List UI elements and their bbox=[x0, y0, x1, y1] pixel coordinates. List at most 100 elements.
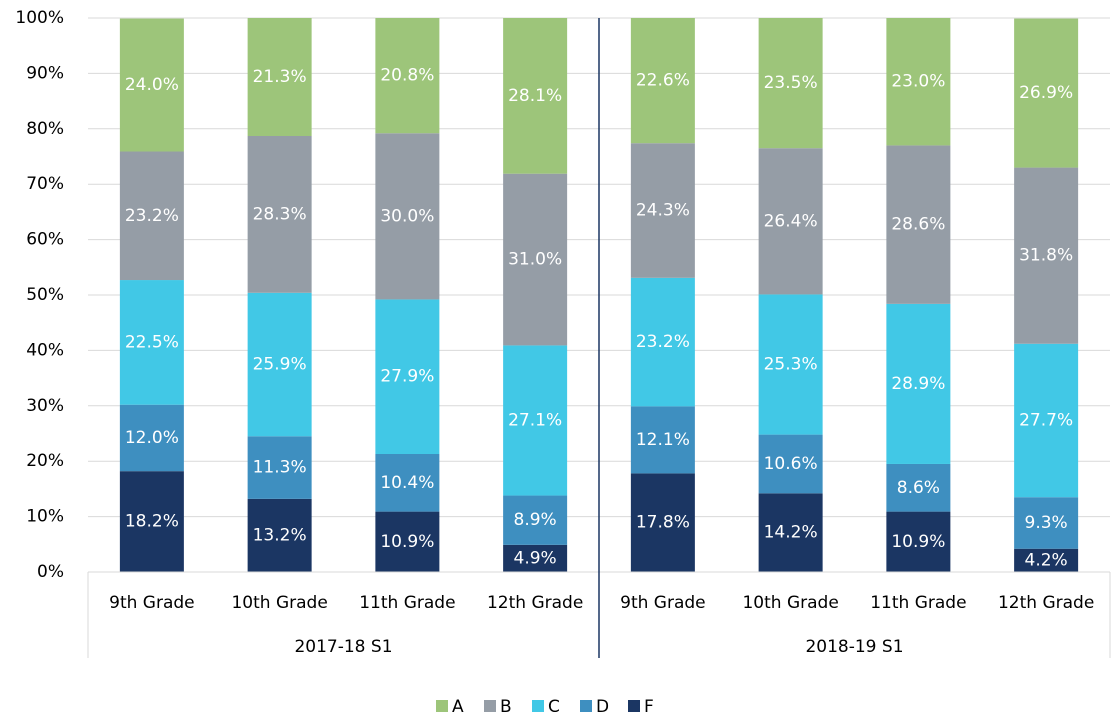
x-tick-label: 11th Grade bbox=[870, 593, 966, 613]
data-label: 25.3% bbox=[764, 355, 818, 375]
data-label: 10.9% bbox=[891, 532, 945, 552]
legend-swatch bbox=[484, 700, 496, 712]
data-label: 30.0% bbox=[380, 206, 434, 226]
data-label: 17.8% bbox=[636, 513, 690, 533]
legend-label: A bbox=[452, 697, 464, 717]
x-tick-label: 9th Grade bbox=[620, 593, 706, 613]
data-label: 12.0% bbox=[125, 428, 179, 448]
bar-segment bbox=[247, 18, 312, 137]
data-label: 28.1% bbox=[508, 86, 562, 106]
legend-label: D bbox=[596, 697, 609, 717]
group-label: 2017-18 S1 bbox=[294, 637, 392, 657]
bar-segment bbox=[247, 136, 312, 293]
bar-segment bbox=[630, 406, 695, 474]
data-label: 10.9% bbox=[380, 532, 434, 552]
bar-segment bbox=[247, 292, 312, 437]
x-tick-label: 10th Grade bbox=[231, 593, 327, 613]
legend-label: B bbox=[500, 697, 512, 717]
data-label: 26.4% bbox=[764, 211, 818, 231]
data-label: 23.0% bbox=[891, 72, 945, 92]
data-label: 23.2% bbox=[125, 206, 179, 226]
bar-segment bbox=[758, 434, 823, 494]
data-label: 31.8% bbox=[1019, 246, 1073, 266]
data-label: 21.3% bbox=[253, 67, 307, 87]
bar-segment bbox=[886, 511, 951, 572]
data-label: 28.9% bbox=[891, 374, 945, 394]
data-label: 13.2% bbox=[253, 525, 307, 545]
y-tick-label: 60% bbox=[26, 230, 64, 250]
legend-swatch bbox=[436, 700, 448, 712]
y-tick-label: 100% bbox=[15, 8, 64, 28]
data-label: 10.4% bbox=[380, 473, 434, 493]
bar-segment bbox=[247, 436, 312, 499]
y-tick-label: 30% bbox=[26, 396, 64, 416]
bar-segment bbox=[886, 18, 951, 146]
bar-segment bbox=[247, 498, 312, 572]
y-tick-label: 70% bbox=[26, 174, 64, 194]
bar-segment bbox=[503, 173, 568, 346]
legend-swatch bbox=[580, 700, 592, 712]
bar-segment bbox=[630, 18, 695, 144]
data-label: 11.3% bbox=[253, 458, 307, 478]
bar-segment bbox=[119, 18, 184, 152]
bar-segment bbox=[119, 404, 184, 472]
legend-swatch bbox=[532, 700, 544, 712]
x-tick-label: 12th Grade bbox=[998, 593, 1094, 613]
bar-segment bbox=[375, 511, 440, 572]
bar-segment bbox=[1014, 18, 1079, 168]
data-label: 25.9% bbox=[253, 355, 307, 375]
x-tick-label: 9th Grade bbox=[109, 593, 195, 613]
bar-segment bbox=[375, 133, 440, 300]
y-tick-label: 40% bbox=[26, 340, 64, 360]
bar-segment bbox=[758, 18, 823, 149]
bar-segment bbox=[119, 471, 184, 572]
data-label: 31.0% bbox=[508, 250, 562, 270]
bar-segment bbox=[758, 493, 823, 572]
data-label: 26.9% bbox=[1019, 83, 1073, 103]
bar-segment bbox=[503, 18, 568, 174]
data-label: 24.3% bbox=[636, 201, 690, 221]
y-tick-label: 20% bbox=[26, 451, 64, 471]
x-tick-label: 12th Grade bbox=[487, 593, 583, 613]
data-label: 23.2% bbox=[636, 332, 690, 352]
bar-segment bbox=[1014, 548, 1079, 572]
y-tick-label: 90% bbox=[26, 63, 64, 83]
data-label: 22.6% bbox=[636, 71, 690, 91]
data-label: 27.1% bbox=[508, 410, 562, 430]
y-tick-label: 80% bbox=[26, 119, 64, 139]
data-label: 24.0% bbox=[125, 75, 179, 95]
x-tick-label: 11th Grade bbox=[359, 593, 455, 613]
data-label: 8.6% bbox=[897, 478, 940, 498]
y-tick-label: 0% bbox=[37, 562, 64, 582]
y-tick-label: 50% bbox=[26, 285, 64, 305]
bar-segment bbox=[886, 145, 951, 304]
group-label: 2018-19 S1 bbox=[805, 637, 903, 657]
data-label: 9.3% bbox=[1025, 513, 1068, 533]
bar-segment bbox=[503, 544, 568, 572]
bar-segment bbox=[119, 151, 184, 281]
bar-segment bbox=[630, 143, 695, 278]
bar-segment bbox=[119, 280, 184, 405]
bar-segment bbox=[503, 495, 568, 545]
data-label: 4.2% bbox=[1025, 550, 1068, 570]
data-label: 12.1% bbox=[636, 430, 690, 450]
data-label: 27.7% bbox=[1019, 410, 1073, 430]
bar-segment bbox=[1014, 497, 1079, 549]
y-tick-label: 10% bbox=[26, 507, 64, 527]
data-label: 18.2% bbox=[125, 512, 179, 532]
legend-label: C bbox=[548, 697, 560, 717]
data-label: 8.9% bbox=[514, 510, 557, 530]
data-label: 23.5% bbox=[764, 73, 818, 93]
bar-segment bbox=[375, 299, 440, 454]
x-tick-label: 10th Grade bbox=[742, 593, 838, 613]
bar-segment bbox=[375, 18, 440, 134]
data-label: 10.6% bbox=[764, 454, 818, 474]
bar-segment bbox=[1014, 167, 1079, 344]
data-label: 28.3% bbox=[253, 204, 307, 224]
legend-swatch bbox=[628, 700, 640, 712]
bar-segment bbox=[503, 345, 568, 496]
data-label: 14.2% bbox=[764, 523, 818, 543]
bar-segment bbox=[758, 148, 823, 295]
data-label: 27.9% bbox=[380, 367, 434, 387]
